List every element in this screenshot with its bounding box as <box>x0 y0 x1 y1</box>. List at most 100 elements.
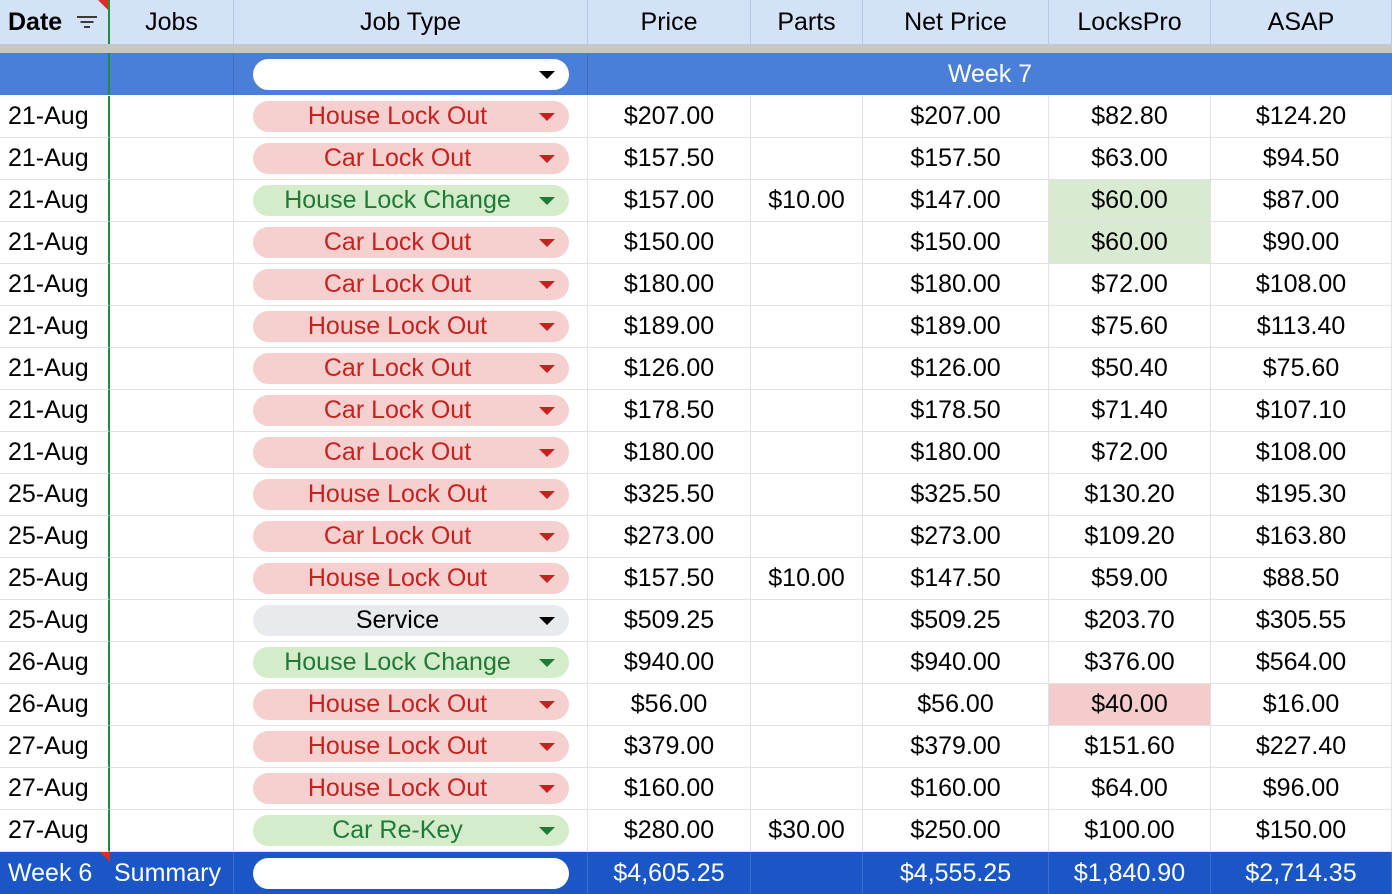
job-type-cell[interactable]: Car Lock Out <box>234 432 588 474</box>
jobs-cell[interactable] <box>110 138 234 180</box>
job-type-cell[interactable]: House Lock Change <box>234 642 588 684</box>
date-cell[interactable]: 21-Aug <box>0 264 110 306</box>
job-type-cell[interactable]: House Lock Out <box>234 306 588 348</box>
price-cell[interactable]: $157.00 <box>588 180 751 222</box>
date-cell[interactable]: 21-Aug <box>0 306 110 348</box>
column-header-lockspro[interactable]: LocksPro <box>1049 0 1211 44</box>
job-type-cell[interactable]: Car Lock Out <box>234 264 588 306</box>
jobs-cell[interactable] <box>110 222 234 264</box>
jobs-cell[interactable] <box>110 768 234 810</box>
net-price-cell[interactable]: $147.00 <box>863 180 1049 222</box>
parts-cell[interactable] <box>751 600 863 642</box>
summary-lockspro-cell[interactable]: $1,840.90 <box>1049 852 1211 894</box>
price-cell[interactable]: $180.00 <box>588 264 751 306</box>
lockspro-cell[interactable]: $71.40 <box>1049 390 1211 432</box>
date-cell[interactable]: 25-Aug <box>0 474 110 516</box>
job-type-dropdown[interactable]: Car Lock Out <box>252 269 569 300</box>
job-type-dropdown[interactable]: Car Re-Key <box>252 815 569 846</box>
price-cell[interactable]: $157.50 <box>588 138 751 180</box>
job-type-cell[interactable]: Car Lock Out <box>234 390 588 432</box>
jobs-cell[interactable] <box>110 558 234 600</box>
lockspro-cell[interactable]: $50.40 <box>1049 348 1211 390</box>
price-cell[interactable]: $157.50 <box>588 558 751 600</box>
asap-cell[interactable]: $75.60 <box>1211 348 1392 390</box>
parts-cell[interactable]: $10.00 <box>751 180 863 222</box>
net-price-cell[interactable]: $126.00 <box>863 348 1049 390</box>
job-type-dropdown[interactable]: Service <box>252 605 569 636</box>
asap-cell[interactable]: $113.40 <box>1211 306 1392 348</box>
date-cell[interactable]: 21-Aug <box>0 180 110 222</box>
price-cell[interactable]: $150.00 <box>588 222 751 264</box>
parts-cell[interactable] <box>751 138 863 180</box>
asap-cell[interactable]: $107.10 <box>1211 390 1392 432</box>
job-type-dropdown[interactable]: Car Lock Out <box>252 521 569 552</box>
net-price-cell[interactable]: $150.00 <box>863 222 1049 264</box>
net-price-cell[interactable]: $325.50 <box>863 474 1049 516</box>
job-type-dropdown[interactable]: House Lock Out <box>252 563 569 594</box>
column-header-price[interactable]: Price <box>588 0 751 44</box>
filter-icon[interactable] <box>76 14 98 30</box>
net-price-cell[interactable]: $273.00 <box>863 516 1049 558</box>
summary-job-type-cell[interactable] <box>234 852 588 894</box>
job-type-dropdown[interactable]: House Lock Out <box>252 689 569 720</box>
job-type-dropdown[interactable]: House Lock Out <box>252 731 569 762</box>
job-type-cell[interactable]: House Lock Out <box>234 684 588 726</box>
price-cell[interactable]: $207.00 <box>588 96 751 138</box>
job-type-dropdown[interactable]: House Lock Change <box>252 647 569 678</box>
date-cell[interactable]: 25-Aug <box>0 558 110 600</box>
asap-cell[interactable]: $87.00 <box>1211 180 1392 222</box>
lockspro-cell[interactable]: $72.00 <box>1049 264 1211 306</box>
asap-cell[interactable]: $124.20 <box>1211 96 1392 138</box>
net-price-cell[interactable]: $189.00 <box>863 306 1049 348</box>
job-type-dropdown[interactable]: House Lock Out <box>252 101 569 132</box>
lockspro-cell[interactable]: $72.00 <box>1049 432 1211 474</box>
date-cell[interactable]: 21-Aug <box>0 138 110 180</box>
price-cell[interactable]: $189.00 <box>588 306 751 348</box>
asap-cell[interactable]: $90.00 <box>1211 222 1392 264</box>
net-price-cell[interactable]: $180.00 <box>863 432 1049 474</box>
job-type-cell[interactable]: House Lock Out <box>234 726 588 768</box>
column-header-parts[interactable]: Parts <box>751 0 863 44</box>
job-type-dropdown[interactable]: House Lock Out <box>252 773 569 804</box>
job-type-dropdown[interactable]: Car Lock Out <box>252 143 569 174</box>
lockspro-cell[interactable]: $82.80 <box>1049 96 1211 138</box>
week-label-cell[interactable]: Week 7 <box>588 53 1392 95</box>
jobs-cell[interactable] <box>110 306 234 348</box>
job-type-dropdown[interactable]: Car Lock Out <box>252 437 569 468</box>
asap-cell[interactable]: $108.00 <box>1211 432 1392 474</box>
price-cell[interactable]: $940.00 <box>588 642 751 684</box>
lockspro-cell[interactable]: $60.00 <box>1049 222 1211 264</box>
summary-price-cell[interactable]: $4,605.25 <box>588 852 751 894</box>
asap-cell[interactable]: $88.50 <box>1211 558 1392 600</box>
asap-cell[interactable]: $564.00 <box>1211 642 1392 684</box>
jobs-cell[interactable] <box>110 432 234 474</box>
column-header-job-type[interactable]: Job Type <box>234 0 588 44</box>
lockspro-cell[interactable]: $40.00 <box>1049 684 1211 726</box>
lockspro-cell[interactable]: $100.00 <box>1049 810 1211 852</box>
net-price-cell[interactable]: $178.50 <box>863 390 1049 432</box>
lockspro-cell[interactable]: $130.20 <box>1049 474 1211 516</box>
job-type-cell[interactable]: House Lock Out <box>234 558 588 600</box>
net-price-cell[interactable]: $379.00 <box>863 726 1049 768</box>
week-date-cell[interactable] <box>0 53 110 95</box>
date-cell[interactable]: 27-Aug <box>0 768 110 810</box>
column-header-jobs[interactable]: Jobs <box>110 0 234 44</box>
parts-cell[interactable] <box>751 96 863 138</box>
net-price-cell[interactable]: $940.00 <box>863 642 1049 684</box>
lockspro-cell[interactable]: $64.00 <box>1049 768 1211 810</box>
summary-week-cell[interactable]: Week 6 <box>0 852 110 894</box>
asap-cell[interactable]: $16.00 <box>1211 684 1392 726</box>
net-price-cell[interactable]: $157.50 <box>863 138 1049 180</box>
parts-cell[interactable]: $10.00 <box>751 558 863 600</box>
lockspro-cell[interactable]: $75.60 <box>1049 306 1211 348</box>
parts-cell[interactable] <box>751 768 863 810</box>
jobs-cell[interactable] <box>110 684 234 726</box>
date-cell[interactable]: 21-Aug <box>0 96 110 138</box>
jobs-cell[interactable] <box>110 600 234 642</box>
jobs-cell[interactable] <box>110 264 234 306</box>
jobs-cell[interactable] <box>110 474 234 516</box>
parts-cell[interactable] <box>751 684 863 726</box>
lockspro-cell[interactable]: $109.20 <box>1049 516 1211 558</box>
asap-cell[interactable]: $108.00 <box>1211 264 1392 306</box>
lockspro-cell[interactable]: $60.00 <box>1049 180 1211 222</box>
